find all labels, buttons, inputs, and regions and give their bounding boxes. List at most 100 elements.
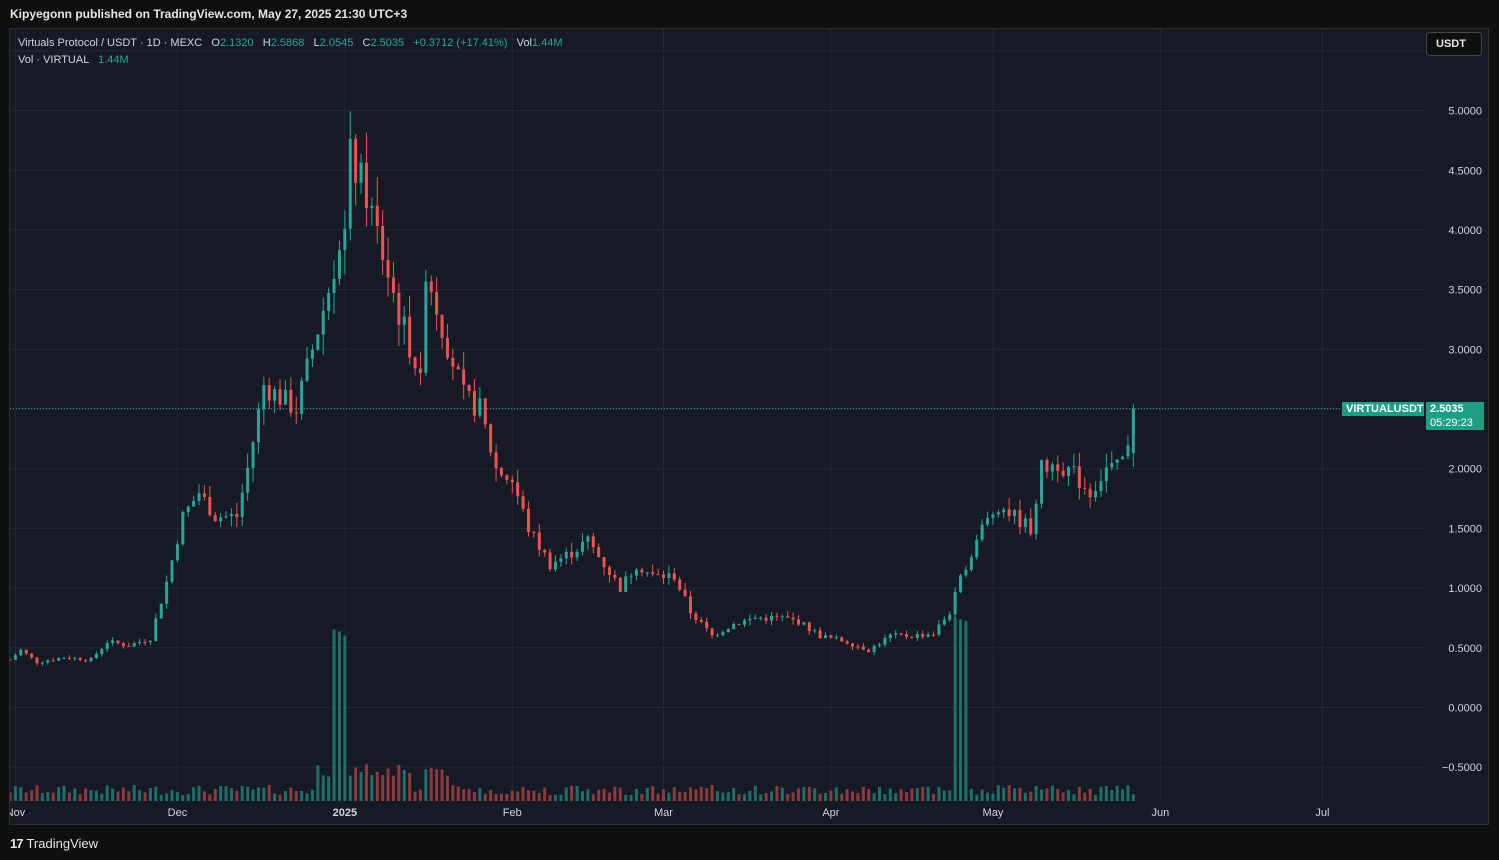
volume-bar (262, 787, 266, 801)
candle-body (732, 623, 736, 630)
volume-bar (532, 790, 536, 801)
open-value: 2.1320 (219, 37, 254, 49)
candle-body (78, 657, 82, 661)
volume-bar (829, 790, 833, 801)
volume-bar (1077, 786, 1081, 801)
candle-body (813, 630, 817, 632)
candle-body (413, 357, 417, 369)
volume-bar (1034, 785, 1038, 801)
volume-bar (148, 788, 152, 801)
candle-body (197, 493, 201, 501)
volume-bar (224, 786, 228, 801)
candle-body (953, 592, 957, 615)
volume-bar (246, 786, 250, 801)
volume-bar (289, 787, 293, 801)
candle-body (770, 615, 774, 621)
volume-bar (726, 792, 730, 801)
candle-body (786, 616, 790, 618)
candle-body (440, 314, 444, 338)
candle-body (840, 637, 844, 642)
x-tick-label: Jun (1151, 807, 1169, 819)
volume-bar (743, 794, 747, 801)
volume-bar (878, 786, 882, 801)
volume-bar (861, 786, 865, 801)
volume-bar (607, 792, 611, 801)
candle-body (305, 358, 309, 381)
volume-bar (451, 785, 455, 801)
candle-body (613, 574, 617, 578)
volume-bar (748, 790, 752, 801)
volume-bar (753, 785, 757, 801)
candle-body (845, 641, 849, 644)
volume-bar (213, 788, 217, 801)
candle-body (964, 569, 968, 576)
candle-body (710, 628, 714, 636)
volume-bar (699, 786, 703, 801)
candle-body (651, 572, 655, 575)
candle-body (894, 633, 898, 635)
volume-bar (1126, 785, 1130, 801)
volume-bar (111, 788, 115, 801)
volume-bar (397, 764, 401, 801)
candle-body (618, 577, 622, 592)
x-tick-label: Feb (503, 807, 522, 819)
candle-body (834, 637, 838, 639)
volume-bar (526, 790, 530, 801)
volume-bar (732, 788, 736, 801)
volume-bar (845, 789, 849, 801)
candle-body (521, 496, 525, 509)
candle-body (532, 531, 536, 533)
candle-body (40, 662, 44, 664)
candle-body (661, 574, 665, 578)
volume-bar (462, 789, 466, 801)
candle-body (705, 621, 709, 629)
candle-body (861, 646, 865, 650)
volume-bar (1040, 789, 1044, 801)
y-tick-label: 3.5000 (1448, 285, 1482, 297)
last-price-tag: 2.5035 (1426, 401, 1484, 416)
candle-body (278, 389, 282, 405)
candle-body (494, 452, 498, 469)
candle-body (105, 643, 109, 649)
volume-bar (386, 768, 390, 801)
x-tick-label: Mar (654, 807, 673, 819)
candle-body (888, 634, 892, 638)
volume-bar (629, 794, 633, 801)
candle-body (213, 515, 217, 522)
currency-button[interactable]: USDT (1426, 32, 1482, 56)
candle-body (656, 574, 660, 576)
volume-bar (300, 790, 304, 801)
volume-bar (359, 771, 363, 801)
candle-body (629, 575, 633, 577)
candle-body (1018, 510, 1022, 528)
candle-body (483, 398, 487, 425)
candle-body (867, 649, 871, 653)
volume-bar (883, 794, 887, 801)
candle-body (802, 622, 806, 625)
volume-bar (710, 785, 714, 801)
volume-bar (553, 794, 557, 801)
candle-body (780, 616, 784, 618)
candle-body (235, 514, 239, 518)
volume-bar (705, 788, 709, 801)
volume-bar (856, 792, 860, 801)
candle-body (516, 482, 520, 497)
volume-bar (1013, 788, 1017, 801)
volume-bar (575, 785, 579, 801)
volume-bar (640, 794, 644, 801)
volume-bar (1072, 794, 1076, 801)
y-tick-label: 1.5000 (1448, 523, 1482, 535)
candle-body (688, 596, 692, 614)
volume-bar (548, 794, 552, 801)
candle-body (899, 633, 903, 635)
chart-area[interactable]: 5.50005.00004.50004.00003.50003.00002.50… (9, 28, 1489, 825)
candle-body (499, 468, 503, 476)
y-tick-label: 4.0000 (1448, 225, 1482, 237)
volume-bar (834, 787, 838, 801)
candle-body (348, 138, 352, 229)
volume-row: Vol · VIRTUAL 1.44M (18, 52, 563, 69)
volume-bar (959, 619, 963, 801)
candlestick-chart-svg[interactable]: 5.50005.00004.50004.00003.50003.00002.50… (10, 29, 1489, 825)
x-tick-label: Jul (1315, 807, 1329, 819)
candle-body (456, 366, 460, 370)
